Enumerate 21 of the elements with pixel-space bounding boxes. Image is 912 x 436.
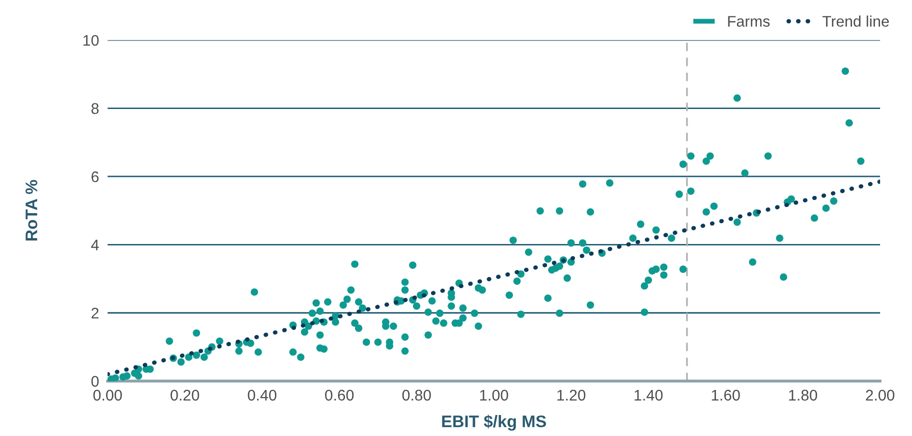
- x-tick-label: 0.20: [170, 390, 200, 401]
- y-tick-label: 0: [91, 376, 99, 387]
- y-tick-label: 6: [92, 171, 99, 182]
- x-axis-title: EBIT $/kg MS: [442, 414, 546, 431]
- x-tick-label: 2.00: [866, 390, 894, 401]
- x-tick-label: 0.40: [248, 390, 276, 401]
- x-tick-label: 1.20: [557, 390, 586, 401]
- x-tick-label: 0.80: [402, 390, 431, 401]
- y-tick-label: 4: [91, 240, 99, 250]
- y-tick-label: 8: [91, 103, 99, 114]
- legend-label: Trend line: [822, 16, 889, 27]
- legend-label: Farms: [728, 16, 770, 27]
- x-tick-label: 1.40: [634, 390, 663, 401]
- x-tick-label: 0.60: [325, 390, 354, 401]
- x-tick-label: 1.00: [480, 390, 508, 401]
- y-tick-label: 10: [83, 34, 99, 46]
- y-tick-label: 2: [92, 308, 99, 318]
- x-tick-label: 0.00: [93, 390, 122, 401]
- x-tick-label: 1.80: [789, 390, 818, 401]
- x-tick-label: 1.60: [712, 390, 740, 401]
- y-axis-title: RoTA %: [26, 180, 38, 240]
